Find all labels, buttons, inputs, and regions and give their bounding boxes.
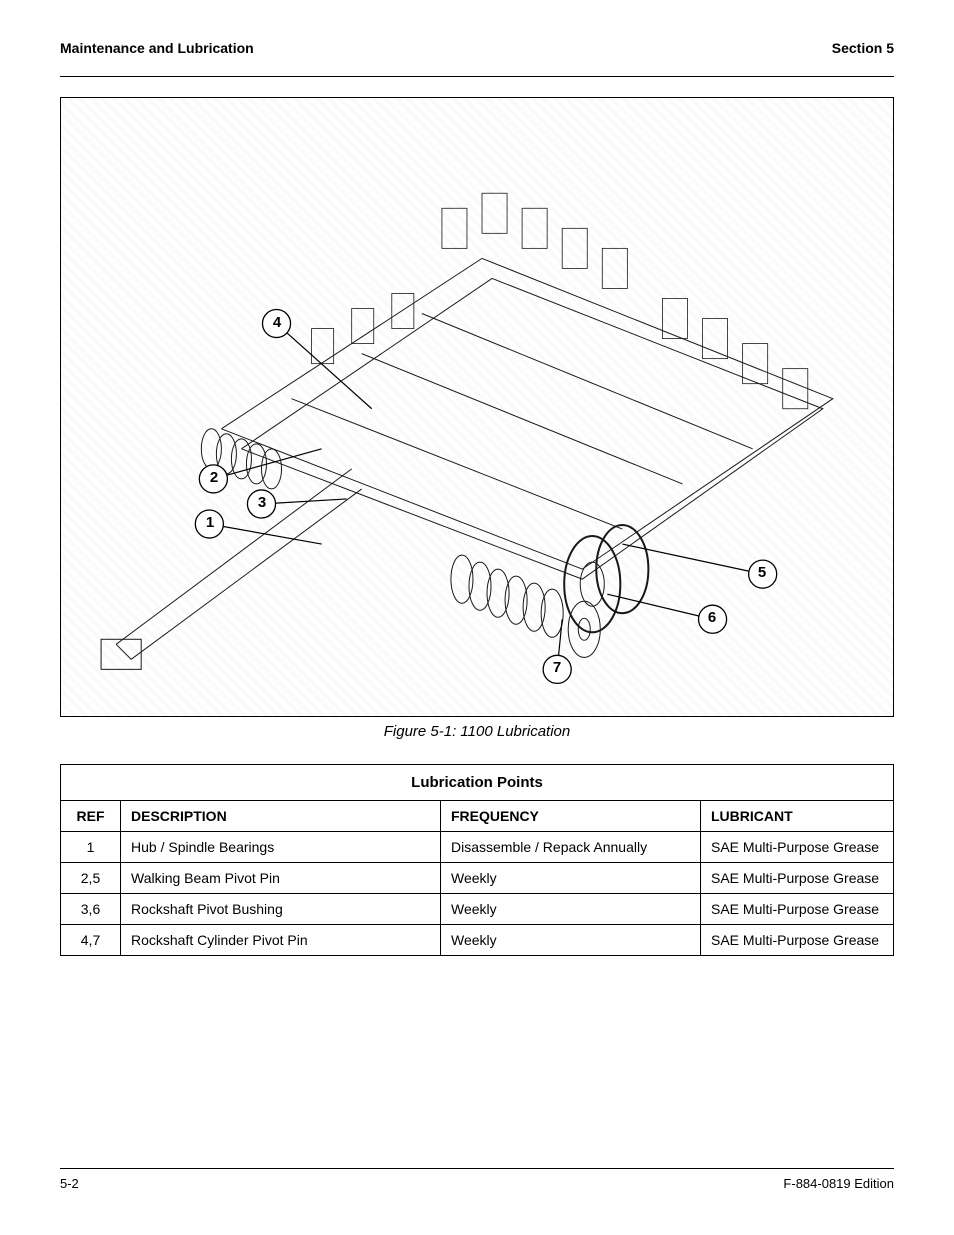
th-freq: FREQUENCY bbox=[441, 801, 701, 832]
cell-lub: SAE Multi-Purpose Grease bbox=[701, 925, 894, 956]
cell-ref: 3,6 bbox=[61, 894, 121, 925]
callout-4: 4 bbox=[267, 314, 287, 331]
cell-freq: Disassemble / Repack Annually bbox=[441, 832, 701, 863]
table-row: 4,7 Rockshaft Cylinder Pivot Pin Weekly … bbox=[61, 925, 894, 956]
cell-desc: Rockshaft Pivot Bushing bbox=[121, 894, 441, 925]
cell-desc: Hub / Spindle Bearings bbox=[121, 832, 441, 863]
callout-3: 3 bbox=[252, 494, 272, 511]
th-lub: LUBRICANT bbox=[701, 801, 894, 832]
th-ref: REF bbox=[61, 801, 121, 832]
figure-caption: Figure 5-1: 1100 Lubrication bbox=[60, 723, 894, 740]
figure-svg bbox=[61, 98, 893, 717]
header-left: Maintenance and Lubrication bbox=[60, 40, 254, 56]
lubrication-table: Lubrication Points REF DESCRIPTION FREQU… bbox=[60, 764, 894, 956]
callout-1: 1 bbox=[200, 514, 220, 531]
cell-lub: SAE Multi-Purpose Grease bbox=[701, 863, 894, 894]
cell-ref: 1 bbox=[61, 832, 121, 863]
table-row: 1 Hub / Spindle Bearings Disassemble / R… bbox=[61, 832, 894, 863]
cell-desc: Rockshaft Cylinder Pivot Pin bbox=[121, 925, 441, 956]
table-title: Lubrication Points bbox=[61, 765, 894, 801]
callout-2: 2 bbox=[204, 469, 224, 486]
cell-lub: SAE Multi-Purpose Grease bbox=[701, 832, 894, 863]
cell-freq: Weekly bbox=[441, 863, 701, 894]
callout-6: 6 bbox=[702, 609, 722, 626]
cell-desc: Walking Beam Pivot Pin bbox=[121, 863, 441, 894]
page-number: 5-2 bbox=[60, 1176, 79, 1191]
cell-ref: 2,5 bbox=[61, 863, 121, 894]
figure-container: 4 2 3 1 5 6 7 bbox=[60, 97, 894, 717]
top-rule bbox=[60, 76, 894, 77]
cell-lub: SAE Multi-Purpose Grease bbox=[701, 894, 894, 925]
th-desc: DESCRIPTION bbox=[121, 801, 441, 832]
header-right: Section 5 bbox=[832, 40, 894, 56]
table-row: 2,5 Walking Beam Pivot Pin Weekly SAE Mu… bbox=[61, 863, 894, 894]
callout-7: 7 bbox=[547, 659, 567, 676]
cell-ref: 4,7 bbox=[61, 925, 121, 956]
bottom-rule bbox=[60, 1168, 894, 1169]
cell-freq: Weekly bbox=[441, 925, 701, 956]
callout-5: 5 bbox=[752, 564, 772, 581]
cell-freq: Weekly bbox=[441, 894, 701, 925]
table-row: 3,6 Rockshaft Pivot Bushing Weekly SAE M… bbox=[61, 894, 894, 925]
doc-edition: F-884-0819 Edition bbox=[783, 1176, 894, 1191]
